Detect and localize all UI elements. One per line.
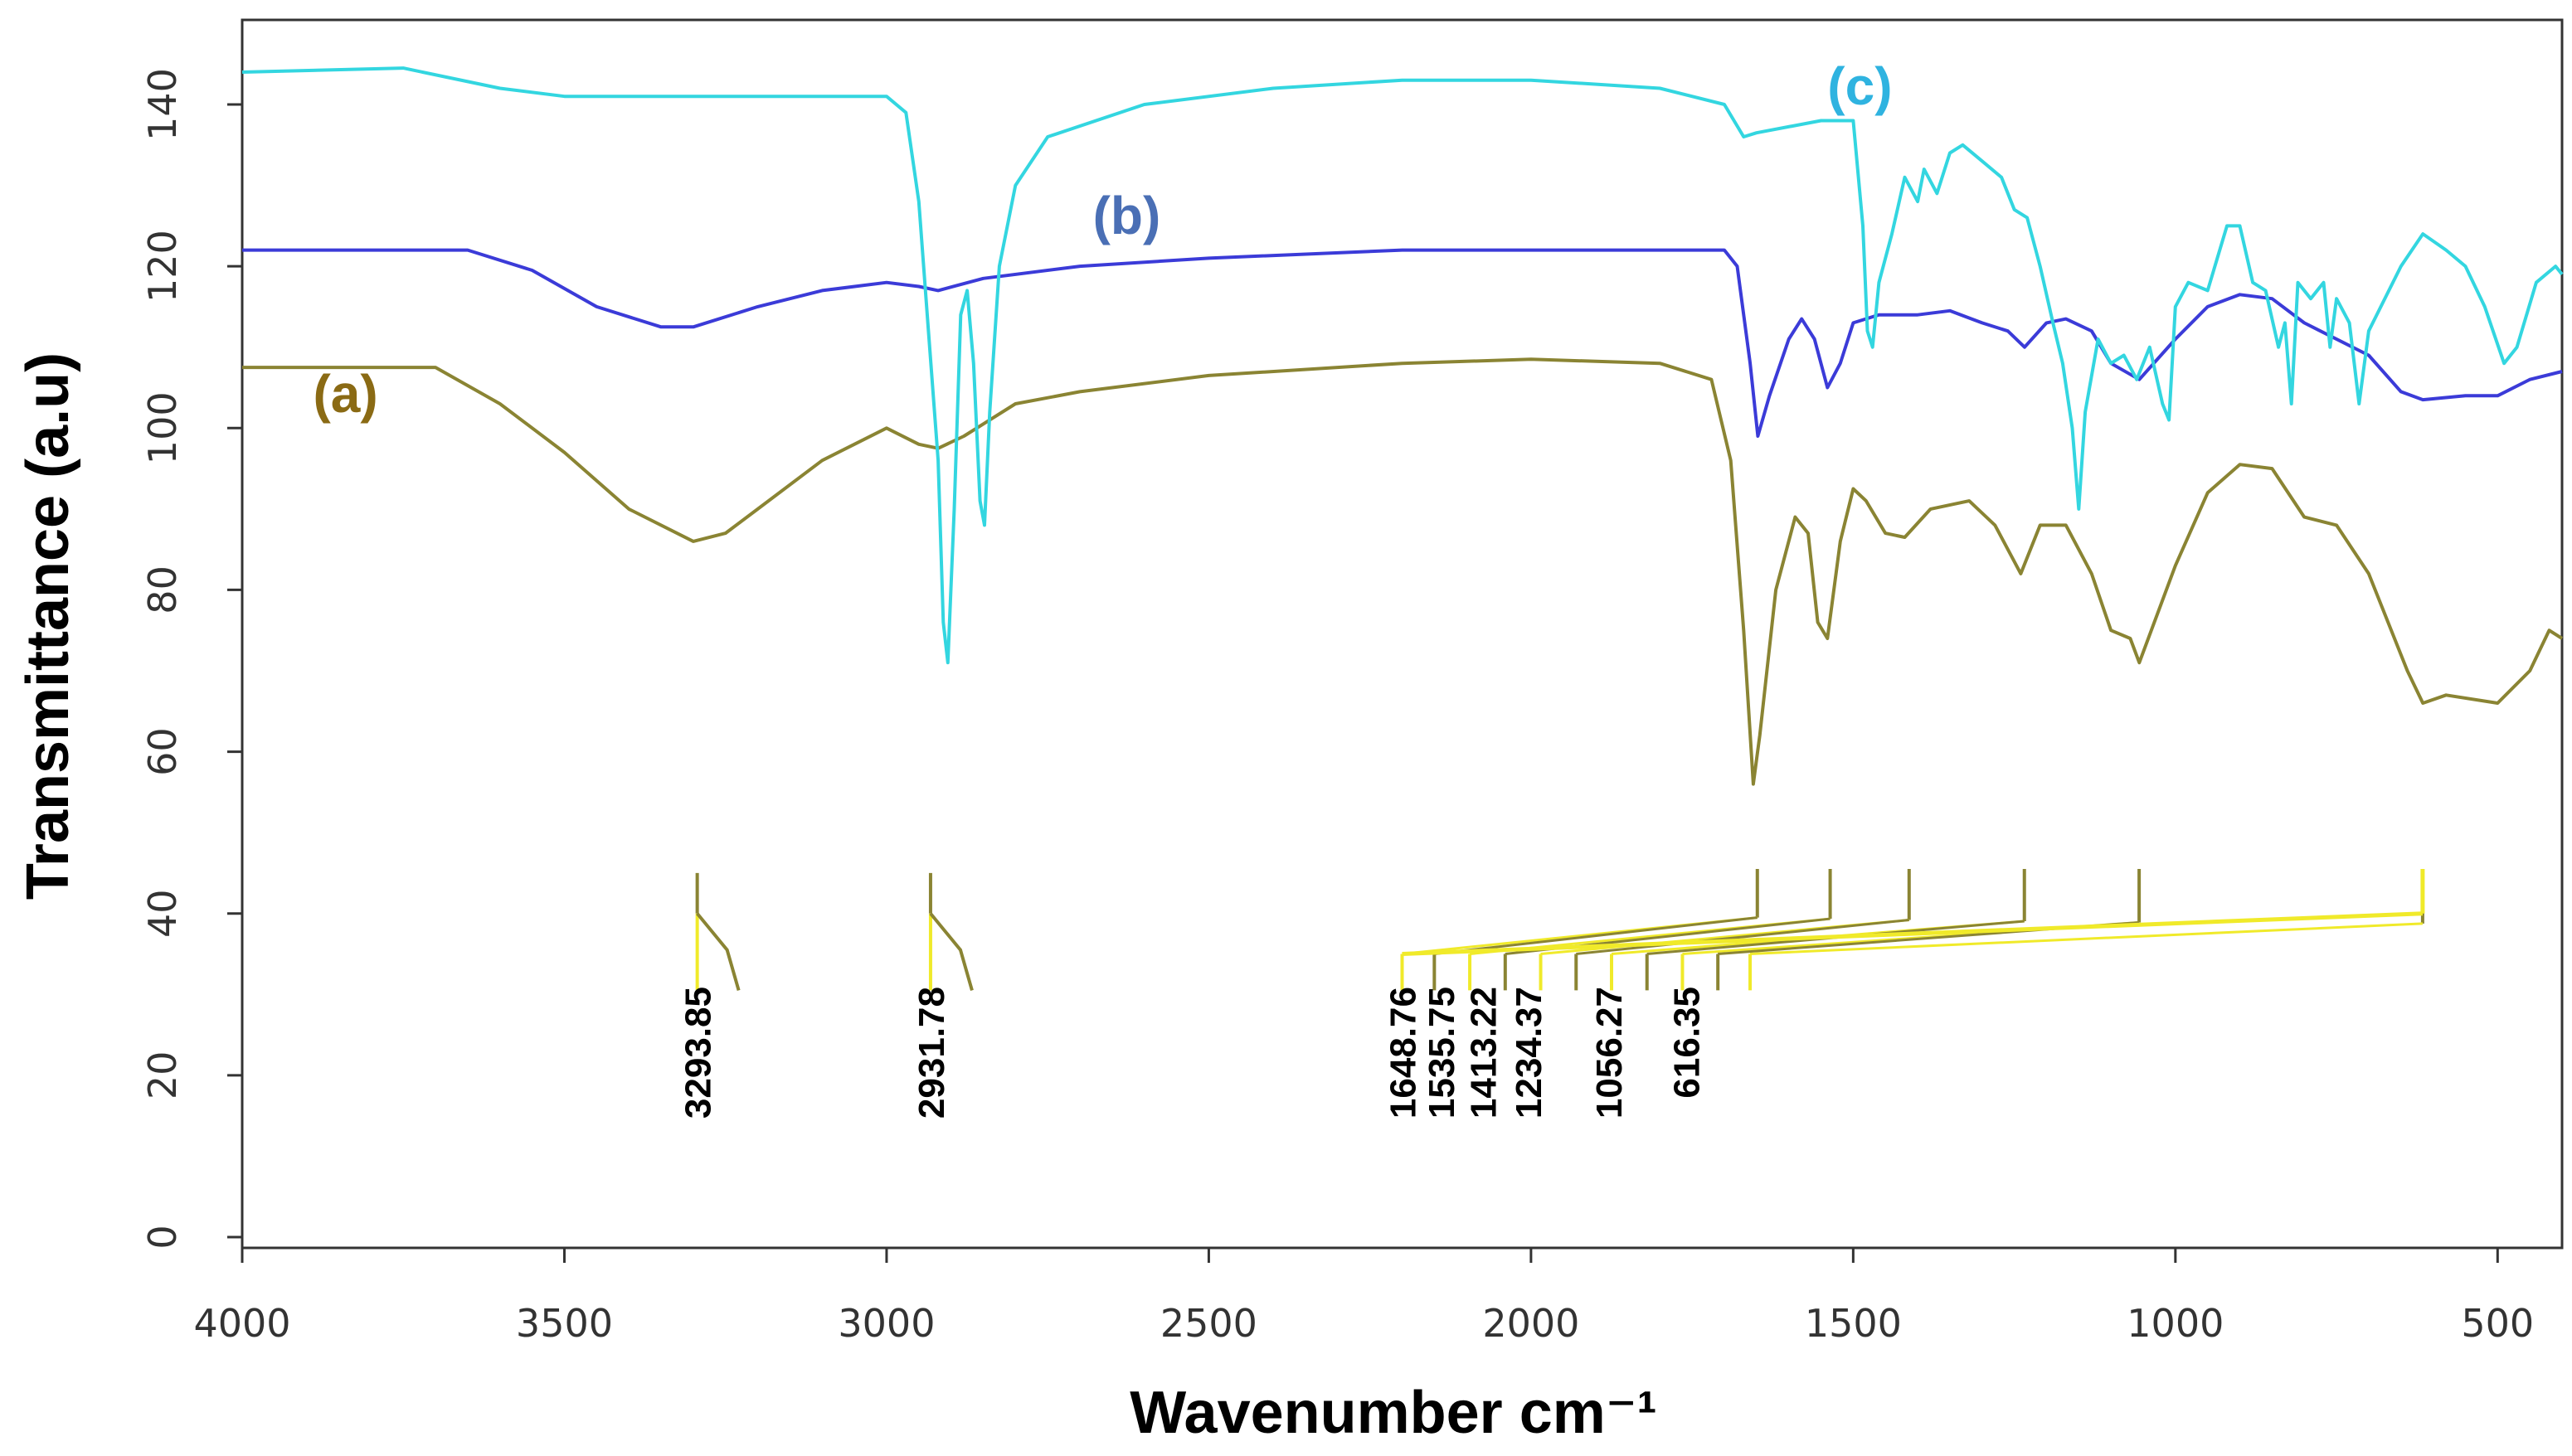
y-tick-label: 20 — [140, 1051, 185, 1100]
y-tick-label: 80 — [140, 565, 185, 614]
series-line-c — [241, 66, 2564, 665]
series-label-c: (c) — [1827, 56, 1892, 116]
peak-label: 1234.37 — [1509, 987, 1549, 1119]
peak-marker-leader — [696, 912, 741, 991]
series-label-a: (a) — [313, 364, 377, 424]
x-axis-title: Wavenumber cm⁻¹ — [1130, 1380, 1656, 1446]
y-tick-label: 0 — [140, 1225, 185, 1249]
x-tick-label: 3000 — [838, 1301, 935, 1346]
spectra — [241, 66, 2564, 786]
x-tick-label: 3500 — [516, 1301, 613, 1346]
y-tick-label: 120 — [140, 230, 185, 303]
x-tick-label: 500 — [2461, 1301, 2534, 1346]
y-tick-label: 100 — [140, 391, 185, 464]
peak-label: 616.35 — [1666, 987, 1707, 1099]
x-tick-label: 1000 — [2127, 1301, 2224, 1346]
peak-label: 1056.27 — [1589, 987, 1630, 1119]
fan-lead — [1402, 911, 2424, 956]
axes — [241, 18, 2564, 1250]
chart-labels: Wavenumber cm⁻¹ Transmittance (a.u) (a) (… — [15, 56, 1893, 1446]
peak-label: 3293.85 — [678, 987, 719, 1119]
peak-marker-leader — [929, 912, 974, 991]
fan-connector — [1749, 922, 2423, 955]
axis-ticks: 4000 3500 3000 2500 2000 1500 1000 500 0 20 40 60 80… — [140, 68, 2534, 1346]
peak-label: 1648.76 — [1383, 987, 1424, 1119]
series-label-b: (b) — [1093, 186, 1161, 245]
x-tick-label: 1500 — [1805, 1301, 1902, 1346]
series-line-a — [242, 357, 2564, 786]
peak-label: 2931.78 — [912, 987, 952, 1119]
y-axis-title: Transmittance (a.u) — [15, 352, 81, 900]
peak-label: 1535.75 — [1422, 987, 1462, 1119]
y-tick-label: 60 — [140, 727, 185, 776]
y-tick-label: 40 — [140, 889, 185, 938]
y-tick-label: 140 — [140, 68, 185, 141]
fan-connector — [1576, 919, 1909, 955]
x-tick-label: 4000 — [193, 1301, 290, 1346]
plot-frame — [241, 18, 2564, 1250]
peak-label: 1413.22 — [1464, 987, 1505, 1119]
x-tick-label: 2000 — [1482, 1301, 1579, 1346]
x-tick-label: 2500 — [1160, 1301, 1257, 1346]
fan-connector — [1434, 916, 1758, 955]
